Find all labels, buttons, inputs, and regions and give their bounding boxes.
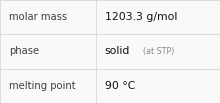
Text: solid: solid — [104, 46, 130, 57]
Text: 90 °C: 90 °C — [104, 81, 135, 91]
Text: phase: phase — [9, 46, 39, 57]
Text: (at STP): (at STP) — [143, 47, 174, 56]
Text: 1203.3 g/mol: 1203.3 g/mol — [104, 12, 177, 22]
Text: melting point: melting point — [9, 81, 75, 91]
Text: molar mass: molar mass — [9, 12, 67, 22]
